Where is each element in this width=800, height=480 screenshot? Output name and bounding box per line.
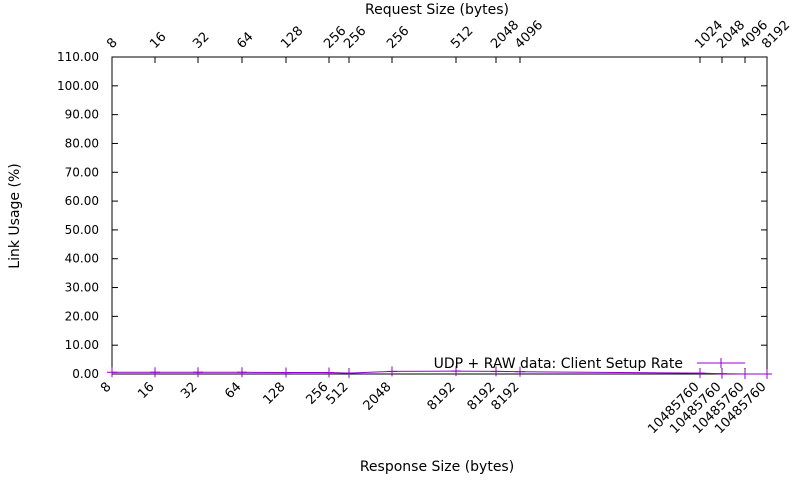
x2-tick-label: 256	[341, 24, 369, 52]
y-tick-label: 100.00	[57, 79, 99, 93]
x-tick-label: 2048	[361, 380, 395, 414]
x-tick-label: 16	[135, 380, 157, 402]
y-tick-label: 110.00	[57, 50, 99, 64]
y-tick-label: 80.00	[65, 136, 99, 150]
y-tick-label: 60.00	[65, 194, 99, 208]
ticks	[111, 56, 768, 375]
y-tick-label: 20.00	[65, 309, 99, 323]
data-point	[695, 368, 705, 379]
legend-label: UDP + RAW data: Client Setup Rate	[434, 356, 683, 372]
x2-tick-label: 4096	[512, 18, 546, 52]
y-tick-label: 0.00	[72, 367, 99, 381]
data-point	[717, 368, 727, 379]
data-point	[740, 369, 750, 379]
x2-tick-label: 128	[278, 24, 306, 52]
x-tick-label: 32	[178, 380, 200, 402]
data-point	[324, 367, 334, 378]
x-tick-label: 8192	[489, 380, 523, 414]
x2-tick-label: 16	[147, 30, 169, 52]
data-point	[150, 367, 160, 378]
data-point	[491, 366, 501, 377]
plot-frame	[111, 56, 768, 375]
y-tick-label: 90.00	[65, 108, 99, 122]
x2-tick-label: 8	[104, 35, 120, 51]
data-point	[193, 367, 203, 378]
x2-tick-label: 32	[190, 30, 212, 52]
data-point	[515, 366, 525, 377]
x2-tick-label: 256	[384, 24, 412, 52]
x-tick-label: 8	[98, 380, 114, 396]
y-tick-label: 30.00	[65, 281, 99, 295]
y-tick-label: 10.00	[65, 338, 99, 352]
data-point	[237, 367, 247, 378]
data-point	[387, 366, 397, 377]
x-tick-label: 8192	[425, 380, 459, 414]
legend: UDP + RAW data: Client Setup Rate	[434, 356, 745, 372]
x-tick-label: 128	[260, 380, 288, 408]
x-tick-label: 64	[222, 380, 244, 402]
data-point	[451, 366, 461, 377]
x2-tick-label: 512	[448, 24, 476, 52]
y-tick-label: 70.00	[65, 165, 99, 179]
x2-axis-title: Request Size (bytes)	[365, 2, 509, 18]
data-point	[107, 367, 117, 378]
data-point	[344, 368, 354, 379]
y-tick-label: 40.00	[65, 252, 99, 266]
data-point	[762, 369, 772, 379]
series-layer	[107, 366, 772, 379]
x-tick-label: 512	[323, 380, 351, 408]
y-tick-labels: 0.00 10.00 20.00 30.00 40.00 50.00 60.00 70.00 8…	[57, 50, 99, 381]
y-axis-title: Link Usage (%)	[7, 163, 23, 268]
y-tick-label: 50.00	[65, 223, 99, 237]
x2-tick-label: 64	[234, 30, 256, 52]
data-point	[281, 367, 291, 378]
x-axis-title: Response Size (bytes)	[360, 459, 514, 475]
